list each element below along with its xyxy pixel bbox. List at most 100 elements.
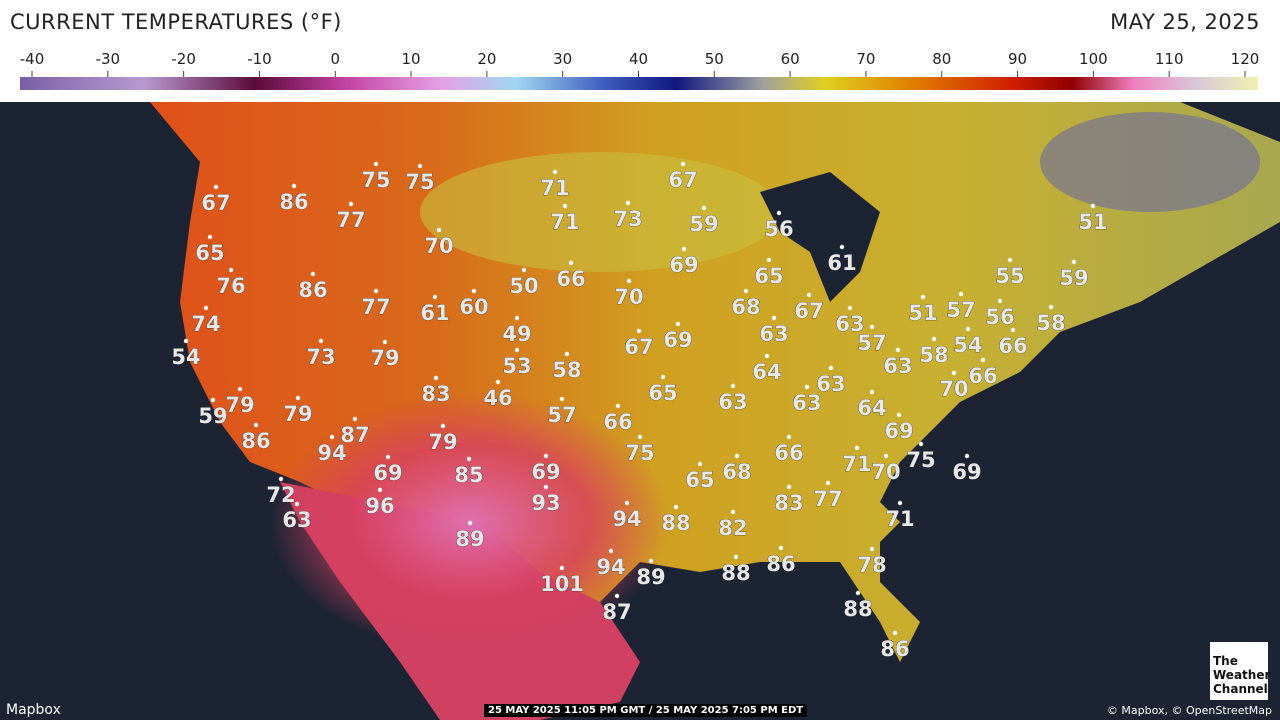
logo-text: The	[1213, 654, 1238, 668]
legend-tick-label: 100	[1079, 50, 1108, 68]
station-dot	[213, 184, 219, 190]
temperature: 89	[455, 527, 484, 551]
temperature: 69	[669, 253, 698, 277]
temperature: 75	[906, 448, 935, 472]
temperature: 82	[718, 516, 747, 540]
temperature: 87	[602, 600, 631, 624]
temperature: 64	[857, 396, 886, 420]
station-dot	[637, 434, 643, 440]
temperature: 69	[373, 461, 402, 485]
temperature: 56	[985, 305, 1014, 329]
station-dot	[385, 454, 391, 460]
station-dot	[568, 260, 574, 266]
station-dot	[203, 305, 209, 311]
station-dot	[382, 339, 388, 345]
legend-tick-label: 20	[477, 50, 496, 68]
station-dot	[897, 500, 903, 506]
temperature: 87	[340, 423, 369, 447]
temperature: 46	[483, 386, 512, 410]
station-dot	[1007, 257, 1013, 263]
station-dot	[348, 201, 354, 207]
temperature: 86	[298, 278, 327, 302]
station-dot	[636, 328, 642, 334]
station-dot	[210, 397, 216, 403]
station-dot	[896, 412, 902, 418]
station-dot	[806, 292, 812, 298]
legend-tick-label: -10	[247, 50, 272, 68]
station-dot	[701, 205, 707, 211]
station-dot	[764, 353, 770, 359]
station-dot	[228, 267, 234, 273]
temperature: 66	[968, 364, 997, 388]
temperature: 69	[531, 460, 560, 484]
station-dot	[207, 234, 213, 240]
timestamp: 25 MAY 2025 11:05 PM GMT / 25 MAY 2025 7…	[484, 704, 808, 717]
station-dot	[373, 288, 379, 294]
temperature: 73	[613, 207, 642, 231]
temperature: 65	[648, 381, 677, 405]
temperature: 96	[365, 494, 394, 518]
temperature: 71	[885, 507, 914, 531]
station-dot	[766, 257, 772, 263]
temperature: 79	[370, 346, 399, 370]
station-dot	[352, 416, 358, 422]
temperature: 60	[459, 295, 488, 319]
station-dot	[681, 246, 687, 252]
temperature: 71	[550, 210, 579, 234]
station-dot	[965, 326, 971, 332]
station-dot	[433, 375, 439, 381]
temperature: 75	[625, 441, 654, 465]
temperature: 59	[689, 212, 718, 236]
temperature: 78	[857, 553, 886, 577]
legend-tick-label: 60	[781, 50, 800, 68]
temperature: 74	[191, 312, 220, 336]
station-dot	[804, 384, 810, 390]
legend-tick-label: 120	[1231, 50, 1260, 68]
legend: -40 -30 -20 -10 0 10 20 30 40 50 60 70 80 90 100 110 120	[20, 50, 1260, 90]
station-dot	[660, 374, 666, 380]
station-dot	[776, 210, 782, 216]
temperature: 88	[661, 511, 690, 535]
lakes	[760, 172, 880, 302]
station-dot	[543, 484, 549, 490]
temperature: 67	[201, 191, 230, 215]
temperature: 61	[827, 251, 856, 275]
temperature: 65	[754, 264, 783, 288]
temperature: 94	[596, 555, 625, 579]
station-dot	[854, 445, 860, 451]
temperature: 55	[995, 264, 1024, 288]
temperature: 77	[361, 295, 390, 319]
legend-tick-label: 0	[330, 50, 340, 68]
station-dot	[869, 324, 875, 330]
station-dot	[786, 484, 792, 490]
station-dot	[931, 336, 937, 342]
temperature: 57	[946, 298, 975, 322]
station-dot	[892, 630, 898, 636]
temperature: 83	[774, 491, 803, 515]
station-dot	[847, 305, 853, 311]
station-dot	[825, 480, 831, 486]
station-dot	[373, 161, 379, 167]
legend-tick-label: 90	[1008, 50, 1027, 68]
station-dot	[377, 487, 383, 493]
station-dot	[626, 278, 632, 284]
temperature: 73	[306, 345, 335, 369]
temperature: 88	[721, 561, 750, 585]
station-dot	[839, 244, 845, 250]
station-dot	[562, 203, 568, 209]
temperature: 59	[1059, 266, 1088, 290]
temperature: 79	[428, 430, 457, 454]
station-dot	[291, 183, 297, 189]
temperature: 85	[454, 463, 483, 487]
legend-tick-label: 110	[1155, 50, 1184, 68]
temperature: 70	[939, 377, 968, 401]
temperature: 70	[424, 234, 453, 258]
station-dot	[564, 351, 570, 357]
station-dot	[958, 291, 964, 297]
station-dot	[743, 288, 749, 294]
color-scale	[20, 77, 1258, 90]
temperature: 71	[842, 452, 871, 476]
legend-tick-label: 10	[402, 50, 421, 68]
temperature: 57	[857, 331, 886, 355]
station-dot	[466, 456, 472, 462]
